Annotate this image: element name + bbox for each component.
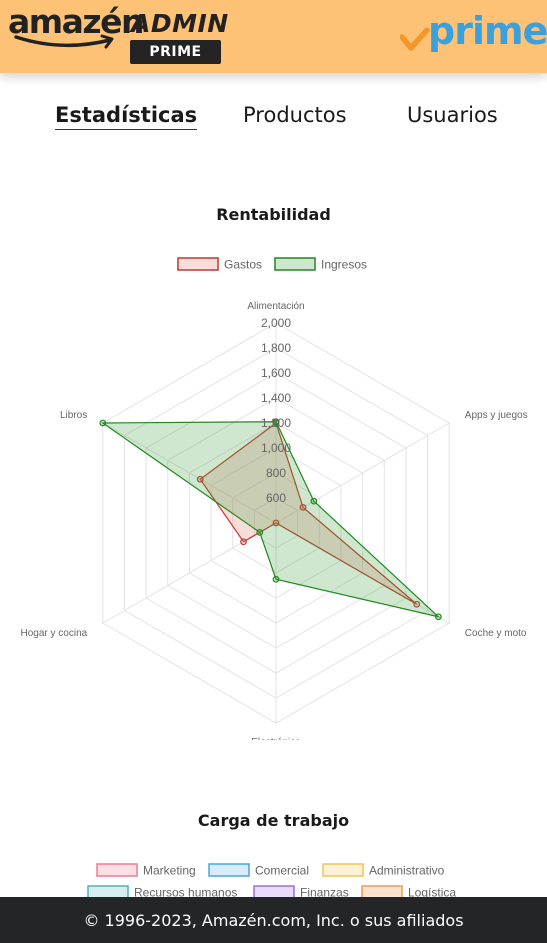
legend-label-marketing[interactable]: Marketing [143,864,196,878]
category-label: Alimentación [247,301,304,312]
tick-label: 2,000 [261,316,291,330]
logo-admin-text: ADMIN [131,9,229,38]
data-point-gastos[interactable] [299,503,307,511]
data-point-ingresos[interactable] [272,418,280,426]
data-point-gastos[interactable] [240,538,247,546]
legend-label-logística[interactable]: Logística [408,886,456,900]
rentabilidad-legend: Gastos Ingresos [177,257,367,272]
legend-swatch-comercial[interactable] [208,863,250,877]
category-label: Libros [60,410,87,421]
data-point-ingresos[interactable] [256,528,264,536]
carga-de-trabajo-title: Carga de trabajo [197,811,350,830]
legend-label-comercial[interactable]: Comercial [255,864,309,878]
tick-label: 1,000 [261,441,291,455]
legend-label-ingresos[interactable]: Ingresos [321,258,367,272]
data-point-gastos[interactable] [196,475,204,483]
tab-usuarios[interactable]: Usuarios [407,103,498,127]
legend-label-recursos-humanos[interactable]: Recursos humanos [134,886,237,900]
data-point-gastos[interactable] [272,519,280,527]
grid-spoke [275,422,450,524]
checkmark-icon [400,28,430,51]
tab-productos[interactable]: Productos [243,103,347,127]
grid-spoke [102,422,277,524]
legend-swatch-ingresos[interactable] [274,257,316,271]
data-point-ingresos[interactable] [99,419,107,427]
series-area-gastos [199,422,418,605]
rentabilidad-radar-chart: Gastos Ingresos Alimentación Apps y juegos C… [21,257,528,740]
logo-prime-badge: PRIME [130,40,221,64]
category-label: Coche y moto [465,628,527,639]
category-label: Apps y juegos [465,410,528,421]
tick-label: 600 [266,491,286,505]
category-label: Hogar y cocina [21,628,88,639]
radar-grid [102,322,450,724]
data-point-gastos[interactable] [413,600,421,608]
data-point-ingresos[interactable] [272,575,280,583]
smile-arrow-icon [14,34,114,49]
category-labels: Alimentación Apps y juegos Coche y moto Ele… [21,301,528,740]
legend-swatch-marketing[interactable] [96,863,138,877]
legend-swatch-administrativo[interactable] [322,863,364,877]
radial-tick-labels: 600 800 1,000 1,200 1,400 1,600 1,800 2,000 [261,316,291,505]
legend-label-administrativo[interactable]: Administrativo [369,864,445,878]
category-label: Electrónica [251,737,301,740]
tab-estadisticas[interactable]: Estadísticas [55,103,198,130]
legend-label-finanzas[interactable]: Finanzas [300,886,349,900]
prime-text: prime [428,9,547,53]
footer: © 1996-2023, Amazén.com, Inc. o sus afil… [0,897,547,943]
legend-swatch-gastos[interactable] [177,257,219,271]
rentabilidad-title: Rentabilidad [216,205,331,224]
logo-word: amazén [8,2,145,41]
tick-label: 1,600 [261,366,291,380]
series-gastos [196,419,421,608]
data-point-ingresos[interactable] [310,497,318,505]
series-ingresos [99,418,442,621]
tick-label: 1,200 [261,416,291,430]
series-area-ingresos [100,421,441,618]
tick-label: 800 [266,466,286,480]
legend-label-gastos[interactable]: Gastos [224,258,262,272]
top-header: amazén ADMIN PRIME prime [0,0,547,73]
data-point-ingresos[interactable] [434,613,442,621]
tick-label: 1,800 [261,341,291,355]
carga-de-trabajo-legend: Marketing Comercial Administrativo Recursos… [87,863,456,900]
tick-label: 1,400 [261,391,291,405]
